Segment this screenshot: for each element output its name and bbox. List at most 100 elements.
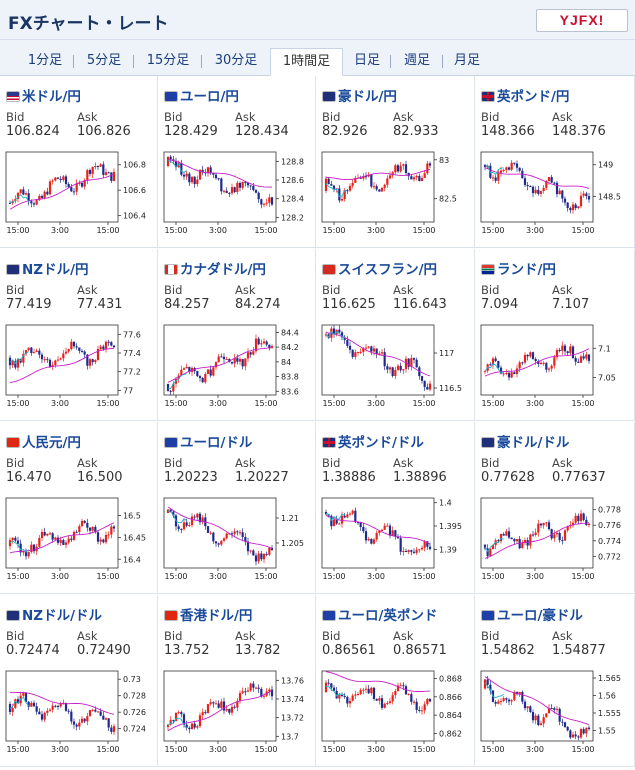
tab-15min[interactable]: 15分足 [134, 48, 202, 76]
candle-body [404, 358, 408, 370]
tab-5min[interactable]: 5分足 [74, 48, 134, 76]
moving-average-short-line [167, 373, 187, 389]
eu-flag-icon [481, 610, 495, 621]
x-tick-label: 15:00 [96, 745, 119, 754]
rate-card[interactable]: ユーロ/英ポンド Bid Ask 0.86561 0.86571 0.868 0.… [316, 595, 475, 767]
pair-name-link[interactable]: 豪ドル/円 [322, 85, 397, 105]
candle-body [83, 520, 86, 523]
candlestick-chart[interactable]: 77.6 77.4 77.2 77 15:00 3:00 15:00 [4, 323, 156, 409]
candle-body [64, 351, 68, 354]
candle-body [16, 699, 20, 704]
y-tick-label: 83.8 [281, 373, 299, 382]
candlestick-chart[interactable]: 1.565 1.56 1.555 1.55 15:00 3:00 15:00 [479, 669, 631, 755]
candle-body [327, 178, 330, 185]
pair-name-link[interactable]: ユーロ/ドル [164, 431, 252, 451]
pair-name-link[interactable]: スイスフラン/円 [322, 258, 437, 278]
candle-body [27, 701, 30, 707]
rate-card[interactable]: ランド/円 Bid Ask 7.094 7.107 7.1 7.05 15:00 3:… [475, 249, 635, 421]
candle-body [51, 180, 54, 182]
rate-chart-grid: 米ドル/円 Bid Ask 106.824 106.826 106.8 106.6… [0, 76, 635, 770]
rate-card[interactable]: NZドル/円 Bid Ask 77.419 77.431 77.6 77.4 77.… [0, 249, 158, 421]
candlestick-chart[interactable]: 117 116.5 15:00 3:00 15:00 [320, 323, 472, 409]
rate-card[interactable]: 豪ドル/ドル Bid Ask 0.77628 0.77637 0.778 0.77… [475, 422, 635, 594]
candle-body [531, 186, 535, 194]
candle-body [513, 162, 516, 164]
tab-weekly[interactable]: 週足 [391, 48, 443, 76]
pair-name: ユーロ/ドル [180, 435, 253, 451]
candle-body [348, 345, 352, 350]
candle-body [96, 711, 100, 713]
candle-body [529, 352, 532, 357]
candle-body [16, 192, 20, 199]
ask-value: 1.54877 [552, 643, 606, 658]
pair-name-link[interactable]: ユーロ/豪ドル [481, 604, 583, 624]
pair-name-link[interactable]: ユーロ/円 [164, 85, 239, 105]
tab-daily[interactable]: 日足 [343, 48, 391, 76]
rate-card[interactable]: 人民元/円 Bid Ask 16.470 16.500 16.5 16.45 16.… [0, 422, 158, 594]
rate-card[interactable]: ユーロ/ドル Bid Ask 1.20223 1.20227 1.21 1.205… [158, 422, 316, 594]
candlestick-chart[interactable]: 128.8 128.6 128.4 128.2 15:00 3:00 15:00 [162, 150, 314, 236]
rate-card[interactable]: 香港ドル/円 Bid Ask 13.752 13.782 13.76 13.74 1… [158, 595, 316, 767]
rate-card[interactable]: NZドル/ドル Bid Ask 0.72474 0.72490 0.73 0.72… [0, 595, 158, 767]
pair-name-link[interactable]: 米ドル/円 [6, 85, 81, 105]
candlestick-chart[interactable]: 106.8 106.6 106.4 15:00 3:00 15:00 [4, 150, 156, 236]
rate-card[interactable]: 英ポンド/円 Bid Ask 148.366 148.376 149 148.5 1… [475, 76, 635, 248]
pair-name-link[interactable]: 人民元/円 [6, 431, 81, 451]
rate-card[interactable]: 豪ドル/円 Bid Ask 82.926 82.933 83 82.5 15:00 3… [316, 76, 475, 248]
candlestick-chart[interactable]: 13.76 13.74 13.72 13.7 15:00 3:00 15:00 [162, 669, 314, 755]
tab-monthly[interactable]: 月足 [453, 53, 480, 68]
candle-body [64, 542, 68, 545]
candle-body [212, 173, 215, 175]
candle-body [270, 547, 274, 551]
pair-name-link[interactable]: 英ポンド/ドル [322, 431, 424, 451]
candlestick-chart[interactable]: 83 82.5 15:00 3:00 15:00 [320, 150, 472, 236]
candle-body [563, 198, 567, 203]
candle-body [190, 723, 194, 730]
x-tick-label: 3:00 [209, 572, 227, 581]
tab-1min[interactable]: 1分足 [16, 48, 74, 76]
candlestick-chart[interactable]: 1.21 1.205 15:00 3:00 15:00 [162, 496, 314, 582]
rate-card[interactable]: 米ドル/円 Bid Ask 106.824 106.826 106.8 106.6… [0, 76, 158, 248]
rate-card[interactable]: スイスフラン/円 Bid Ask 116.625 116.643 117 116.… [316, 249, 475, 421]
candle-body [70, 187, 73, 192]
pair-name-link[interactable]: ユーロ/英ポンド [322, 604, 437, 624]
x-tick-label: 15:00 [571, 745, 594, 754]
candle-body [526, 540, 529, 546]
pair-name-link[interactable]: 豪ドル/ドル [481, 431, 569, 451]
pair-name-link[interactable]: 香港ドル/円 [164, 604, 252, 624]
candle-body [217, 703, 220, 708]
tab-30min[interactable]: 30分足 [214, 53, 258, 68]
pair-name-link[interactable]: NZドル/円 [6, 258, 89, 278]
candlestick-chart[interactable]: 1.4 1.395 1.39 15:00 3:00 15:00 [320, 496, 472, 582]
pair-name-link[interactable]: カナダドル/円 [164, 258, 266, 278]
rate-card[interactable]: カナダドル/円 Bid Ask 84.257 84.274 84.4 84.2 84… [158, 249, 316, 421]
rate-card[interactable]: ユーロ/豪ドル Bid Ask 1.54862 1.54877 1.565 1.5… [475, 595, 635, 767]
yjfx-logo[interactable]: YJFX! [536, 9, 628, 32]
candle-body [585, 354, 588, 359]
candlestick-chart[interactable]: 7.1 7.05 15:00 3:00 15:00 [479, 323, 631, 409]
candle-body [190, 516, 194, 526]
y-tick-label: 1.395 [439, 522, 462, 531]
candlestick-chart[interactable]: 0.778 0.776 0.774 0.772 15:00 3:00 15:00 [479, 496, 631, 582]
candlestick-chart[interactable]: 16.5 16.45 16.4 15:00 3:00 15:00 [4, 496, 156, 582]
pair-name-link[interactable]: NZドル/ドル [6, 604, 102, 624]
candle-body [489, 364, 492, 366]
candle-body [574, 204, 577, 209]
candlestick-chart[interactable]: 0.868 0.866 0.864 0.862 15:00 3:00 15:00 [320, 669, 472, 755]
rate-card[interactable]: 英ポンド/ドル Bid Ask 1.38886 1.38896 1.4 1.395… [316, 422, 475, 594]
candle-body [483, 679, 487, 689]
rate-card[interactable]: ユーロ/円 Bid Ask 128.429 128.434 128.8 128.6… [158, 76, 316, 248]
candlestick-chart[interactable]: 84.4 84.2 84 83.8 83.6 15:00 3:00 15:00 [162, 323, 314, 409]
plot-frame [321, 324, 435, 396]
pair-name-link[interactable]: 英ポンド/円 [481, 85, 569, 105]
tab-1hour[interactable]: 1時間足 [270, 48, 343, 76]
candle-body [515, 163, 519, 168]
candle-body [91, 709, 94, 711]
pair-name-link[interactable]: ランド/円 [481, 258, 556, 278]
candle-body [233, 358, 236, 364]
candle-body [70, 341, 73, 350]
candle-body [428, 546, 432, 550]
candle-body [225, 358, 228, 360]
candlestick-chart[interactable]: 0.73 0.728 0.726 0.724 15:00 3:00 15:00 [4, 669, 156, 755]
candlestick-chart[interactable]: 149 148.5 15:00 3:00 15:00 [479, 150, 631, 236]
